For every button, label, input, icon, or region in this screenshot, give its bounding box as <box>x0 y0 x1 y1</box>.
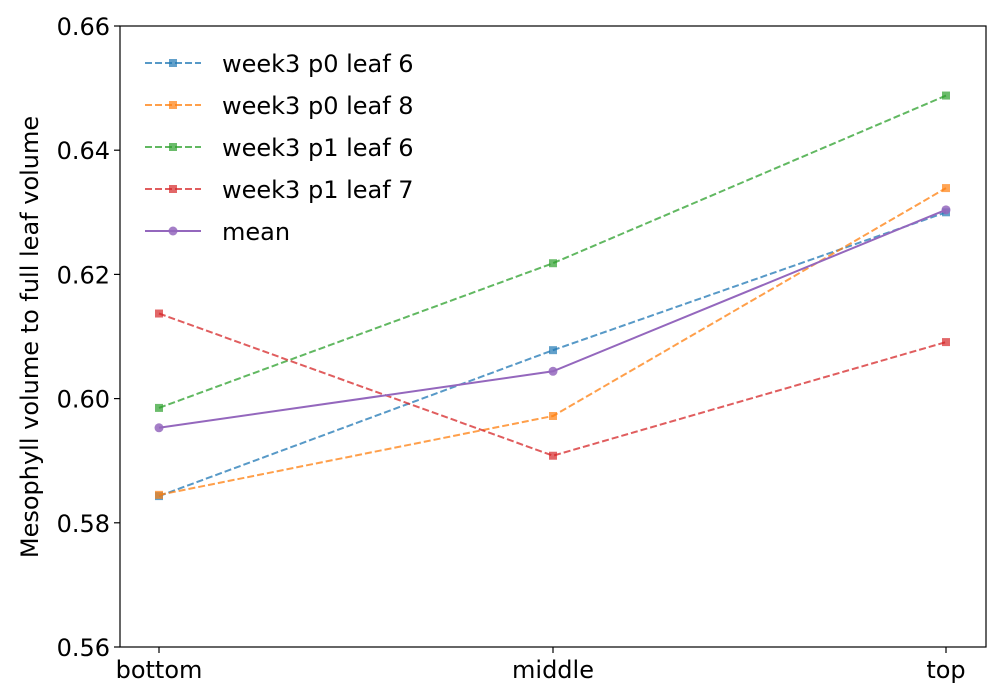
plot-area <box>120 26 986 647</box>
data-point <box>155 403 163 412</box>
y-tick-label: 0.58 <box>57 510 110 538</box>
series-layer <box>154 91 951 501</box>
data-point <box>549 451 557 460</box>
y-axis-label: Mesophyll volume to full leaf volume <box>16 116 44 558</box>
series-5 <box>154 205 951 433</box>
x-tick-label: bottom <box>116 656 203 684</box>
data-point <box>942 91 950 100</box>
legend-label: week3 p1 leaf 6 <box>222 134 414 162</box>
y-tick-label: 0.56 <box>57 634 110 662</box>
legend-label: week3 p0 leaf 8 <box>222 92 414 120</box>
series-line <box>158 312 947 457</box>
y-tick-label: 0.62 <box>57 261 110 289</box>
x-tick-label: middle <box>512 656 594 684</box>
y-axis: 0.56 0.58 0.60 0.62 0.64 0.66 <box>57 13 120 662</box>
legend: week3 p0 leaf 6 week3 p0 leaf 8 week3 p1 l… <box>145 50 414 246</box>
data-point <box>942 338 950 347</box>
legend-label: mean <box>222 218 290 246</box>
data-point <box>549 259 557 268</box>
series-3 <box>155 91 950 412</box>
legend-marker <box>169 143 177 151</box>
y-tick-label: 0.64 <box>57 137 110 165</box>
series-4 <box>155 309 950 460</box>
legend-label: week3 p0 leaf 6 <box>222 50 414 78</box>
y-tick-label: 0.60 <box>57 386 110 414</box>
data-point <box>548 366 558 376</box>
data-point <box>549 346 557 355</box>
data-point <box>941 205 951 215</box>
y-tick-label: 0.66 <box>57 13 110 41</box>
data-point <box>155 490 163 499</box>
data-point <box>155 309 163 318</box>
legend-entry: mean <box>145 218 290 246</box>
series-line <box>158 94 947 409</box>
legend-marker <box>169 59 177 67</box>
legend-entry: week3 p1 leaf 6 <box>145 134 414 162</box>
data-point <box>549 411 557 420</box>
legend-marker <box>169 185 177 193</box>
legend-marker <box>168 226 178 236</box>
legend-entry: week3 p0 leaf 6 <box>145 50 414 78</box>
x-axis: bottom middle top <box>116 647 966 684</box>
legend-label: week3 p1 leaf 7 <box>222 176 414 204</box>
data-point <box>154 423 164 433</box>
x-tick-label: top <box>926 656 965 684</box>
legend-entry: week3 p0 leaf 8 <box>145 92 414 120</box>
data-point <box>942 184 950 193</box>
legend-marker <box>169 101 177 109</box>
legend-entry: week3 p1 leaf 7 <box>145 176 414 204</box>
